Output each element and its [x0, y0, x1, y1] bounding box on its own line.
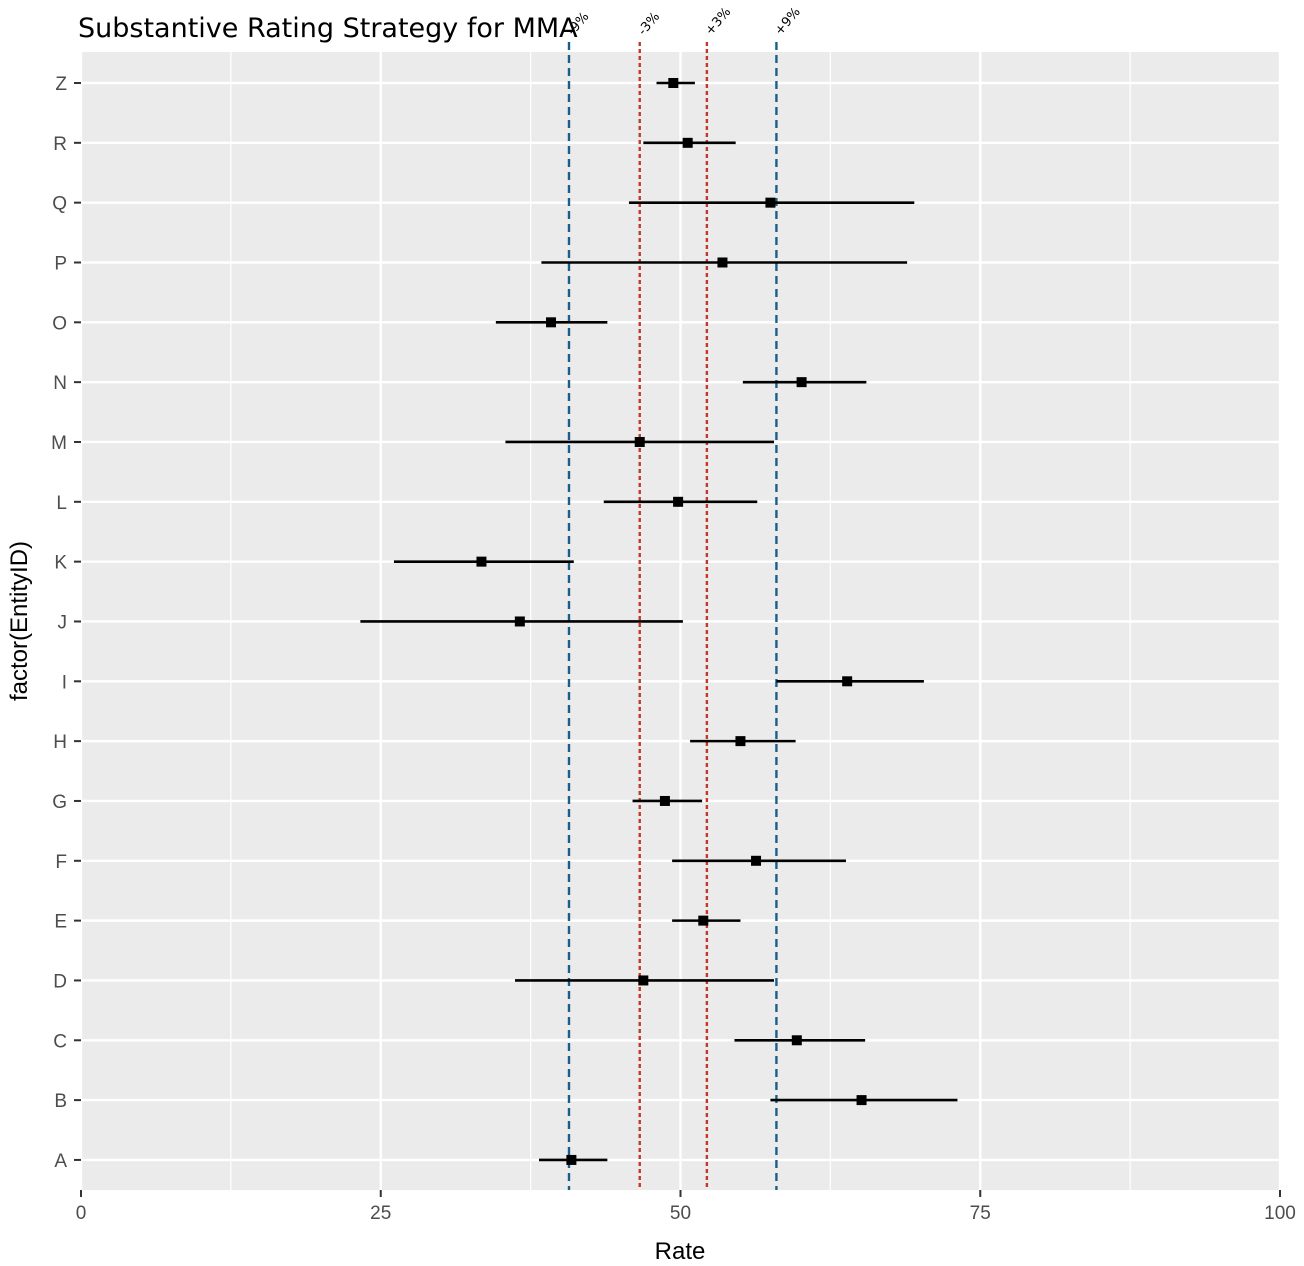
y-tick-label: D: [53, 971, 67, 992]
chart-title: Substantive Rating Strategy for MMA: [78, 13, 578, 44]
y-tick-label: G: [52, 792, 67, 813]
data-point: [659, 795, 670, 806]
x-tick-label: 50: [670, 1203, 691, 1224]
y-tick-label: A: [54, 1151, 67, 1172]
data-point: [796, 377, 807, 388]
y-tick-label: P: [54, 253, 67, 274]
reference-line-label: +3%: [702, 5, 734, 39]
data-point: [514, 616, 525, 627]
data-point: [634, 436, 645, 447]
y-tick-label: R: [53, 134, 67, 155]
reference-lines: -9% -3% +3% +9%: [565, 5, 804, 1190]
data-point: [668, 78, 679, 88]
y-tick-label: O: [52, 313, 67, 334]
data-point: [717, 257, 728, 268]
axes: A B C D E F G H I J K L M N O P Q R Z 0 25 50 75 100: [51, 74, 1296, 1224]
data-point: [751, 855, 762, 866]
y-tick-label: N: [53, 373, 67, 394]
y-tick-label: C: [53, 1031, 67, 1052]
y-tick-label: E: [54, 912, 67, 933]
reference-line-label: -3%: [635, 10, 663, 39]
x-tick-label: 0: [76, 1203, 87, 1224]
x-axis-title: Rate: [655, 1238, 706, 1265]
y-tick-label: H: [53, 732, 67, 753]
y-tick-label: I: [62, 672, 67, 693]
data-point: [842, 676, 853, 687]
y-tick-label: K: [54, 553, 67, 574]
data-point: [735, 736, 746, 747]
reference-line-label: +9%: [772, 5, 804, 39]
data-point: [546, 317, 557, 328]
data-point: [791, 1035, 802, 1046]
y-tick-label: B: [54, 1091, 67, 1112]
data-point: [682, 137, 693, 148]
y-tick-label: L: [56, 493, 67, 514]
data-point: [765, 197, 776, 208]
y-tick-label: M: [51, 433, 67, 454]
y-tick-label: F: [55, 852, 67, 873]
data-points: [360, 78, 958, 1165]
x-tick-label: 75: [970, 1203, 991, 1224]
y-tick-label: Z: [55, 74, 67, 95]
data-point: [638, 975, 649, 986]
data-point: [856, 1095, 867, 1106]
data-point: [673, 496, 684, 507]
x-tick-label: 25: [370, 1203, 391, 1224]
x-tick-label: 100: [1264, 1203, 1296, 1224]
y-axis-title: factor(EntityID): [6, 541, 33, 701]
y-tick-label: J: [58, 612, 68, 633]
y-tick-label: Q: [52, 194, 67, 215]
data-point: [566, 1154, 577, 1165]
data-point: [698, 915, 709, 926]
data-point: [476, 556, 487, 567]
